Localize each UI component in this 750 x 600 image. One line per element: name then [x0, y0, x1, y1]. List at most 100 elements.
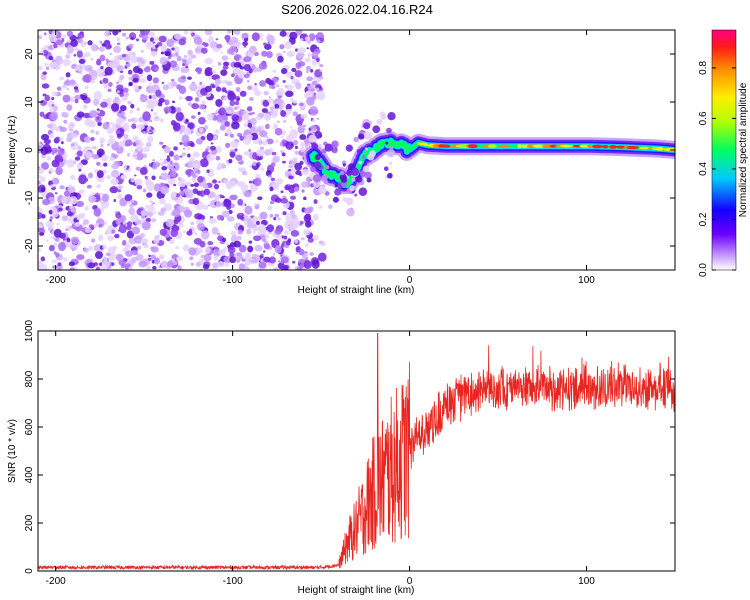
noise-speck [292, 156, 298, 162]
noise-speck [103, 162, 108, 167]
noise-speck [261, 50, 268, 57]
noise-speck [306, 70, 309, 74]
snr-ytick-label: 200 [24, 514, 35, 531]
noise-speck [190, 221, 195, 226]
noise-speck [80, 94, 88, 101]
noise-speck [217, 232, 221, 236]
noise-speck [234, 148, 238, 152]
snr-xlabel: Height of straight line (km) [298, 585, 415, 596]
colorbar-gradient [711, 29, 737, 271]
noise-speck [274, 178, 284, 185]
noise-speck [56, 264, 63, 270]
noise-speck [199, 190, 206, 197]
noise-speck [54, 192, 58, 195]
noise-speck [131, 118, 135, 122]
noise-speck [130, 103, 135, 109]
noise-speck [179, 223, 184, 228]
noise-speck [95, 266, 100, 270]
noise-speck [67, 124, 73, 130]
noise-speck [127, 100, 132, 105]
noise-speck [115, 129, 120, 134]
noise-speck [229, 140, 239, 148]
transition-speck [333, 149, 338, 154]
noise-speck [227, 246, 236, 254]
noise-speck [298, 248, 305, 256]
noise-speck [103, 256, 108, 262]
noise-speck [151, 44, 157, 50]
colorbar-label: Normalized spectral amplitude [738, 82, 749, 217]
noise-speck [139, 99, 142, 102]
noise-speck [93, 207, 102, 217]
noise-speck [150, 108, 154, 112]
noise-speck [102, 77, 109, 84]
noise-speck [152, 77, 160, 84]
noise-speck [268, 96, 271, 99]
noise-speck [109, 52, 113, 56]
noise-speck [56, 222, 60, 226]
noise-speck [117, 185, 123, 190]
noise-speck [119, 74, 125, 80]
noise-speck [262, 140, 269, 146]
noise-speck [125, 61, 129, 65]
noise-speck [149, 200, 153, 204]
noise-speck [212, 262, 220, 268]
noise-speck [204, 57, 213, 65]
noise-speck [136, 107, 140, 112]
noise-speck [86, 263, 90, 266]
snr-ylabel: SNR (10 * v/v) [7, 419, 18, 483]
noise-speck [96, 161, 101, 166]
noise-speck [200, 230, 210, 240]
noise-speck [113, 199, 116, 202]
noise-speck [38, 30, 42, 33]
noise-speck [171, 47, 175, 51]
noise-speck [88, 245, 94, 251]
noise-speck [290, 230, 300, 237]
noise-speck [170, 120, 177, 126]
noise-speck [303, 228, 311, 236]
noise-speck [119, 105, 127, 112]
noise-speck [237, 167, 243, 172]
noise-speck [188, 247, 197, 256]
snr-ytick-label: 0 [24, 568, 35, 574]
noise-speck [176, 256, 183, 262]
noise-speck [96, 148, 105, 158]
noise-speck [280, 198, 289, 204]
noise-speck [136, 56, 143, 63]
noise-speck [189, 256, 194, 260]
noise-speck [38, 224, 42, 228]
noise-speck [131, 36, 134, 40]
noise-speck [277, 260, 281, 263]
noise-speck [290, 168, 297, 174]
noise-speck [134, 156, 138, 159]
noise-speck [139, 33, 144, 38]
noise-speck [154, 257, 161, 265]
noise-speck [109, 186, 119, 194]
noise-speck [139, 167, 148, 176]
noise-speck [198, 44, 203, 49]
noise-speck [51, 30, 58, 38]
noise-speck [280, 243, 285, 248]
noise-speck [235, 154, 243, 161]
noise-speck [137, 245, 142, 250]
noise-speck [215, 98, 223, 107]
noise-speck [289, 31, 298, 40]
noise-speck [261, 108, 268, 113]
noise-speck [194, 97, 200, 102]
noise-speck [193, 36, 203, 45]
transition-speck [340, 176, 348, 183]
noise-speck [84, 177, 89, 182]
spectrogram-ytick-label: 0 [24, 147, 35, 153]
noise-speck [226, 216, 235, 222]
noise-speck [204, 246, 211, 254]
noise-speck [78, 58, 86, 64]
noise-speck [66, 104, 73, 111]
ridge-core [592, 144, 603, 149]
noise-speck [166, 157, 171, 162]
noise-speck [49, 219, 52, 222]
noise-speck [66, 211, 74, 217]
transition-speck [313, 181, 321, 188]
noise-speck [294, 145, 299, 150]
noise-speck [120, 174, 127, 180]
transition-speck [318, 185, 327, 195]
